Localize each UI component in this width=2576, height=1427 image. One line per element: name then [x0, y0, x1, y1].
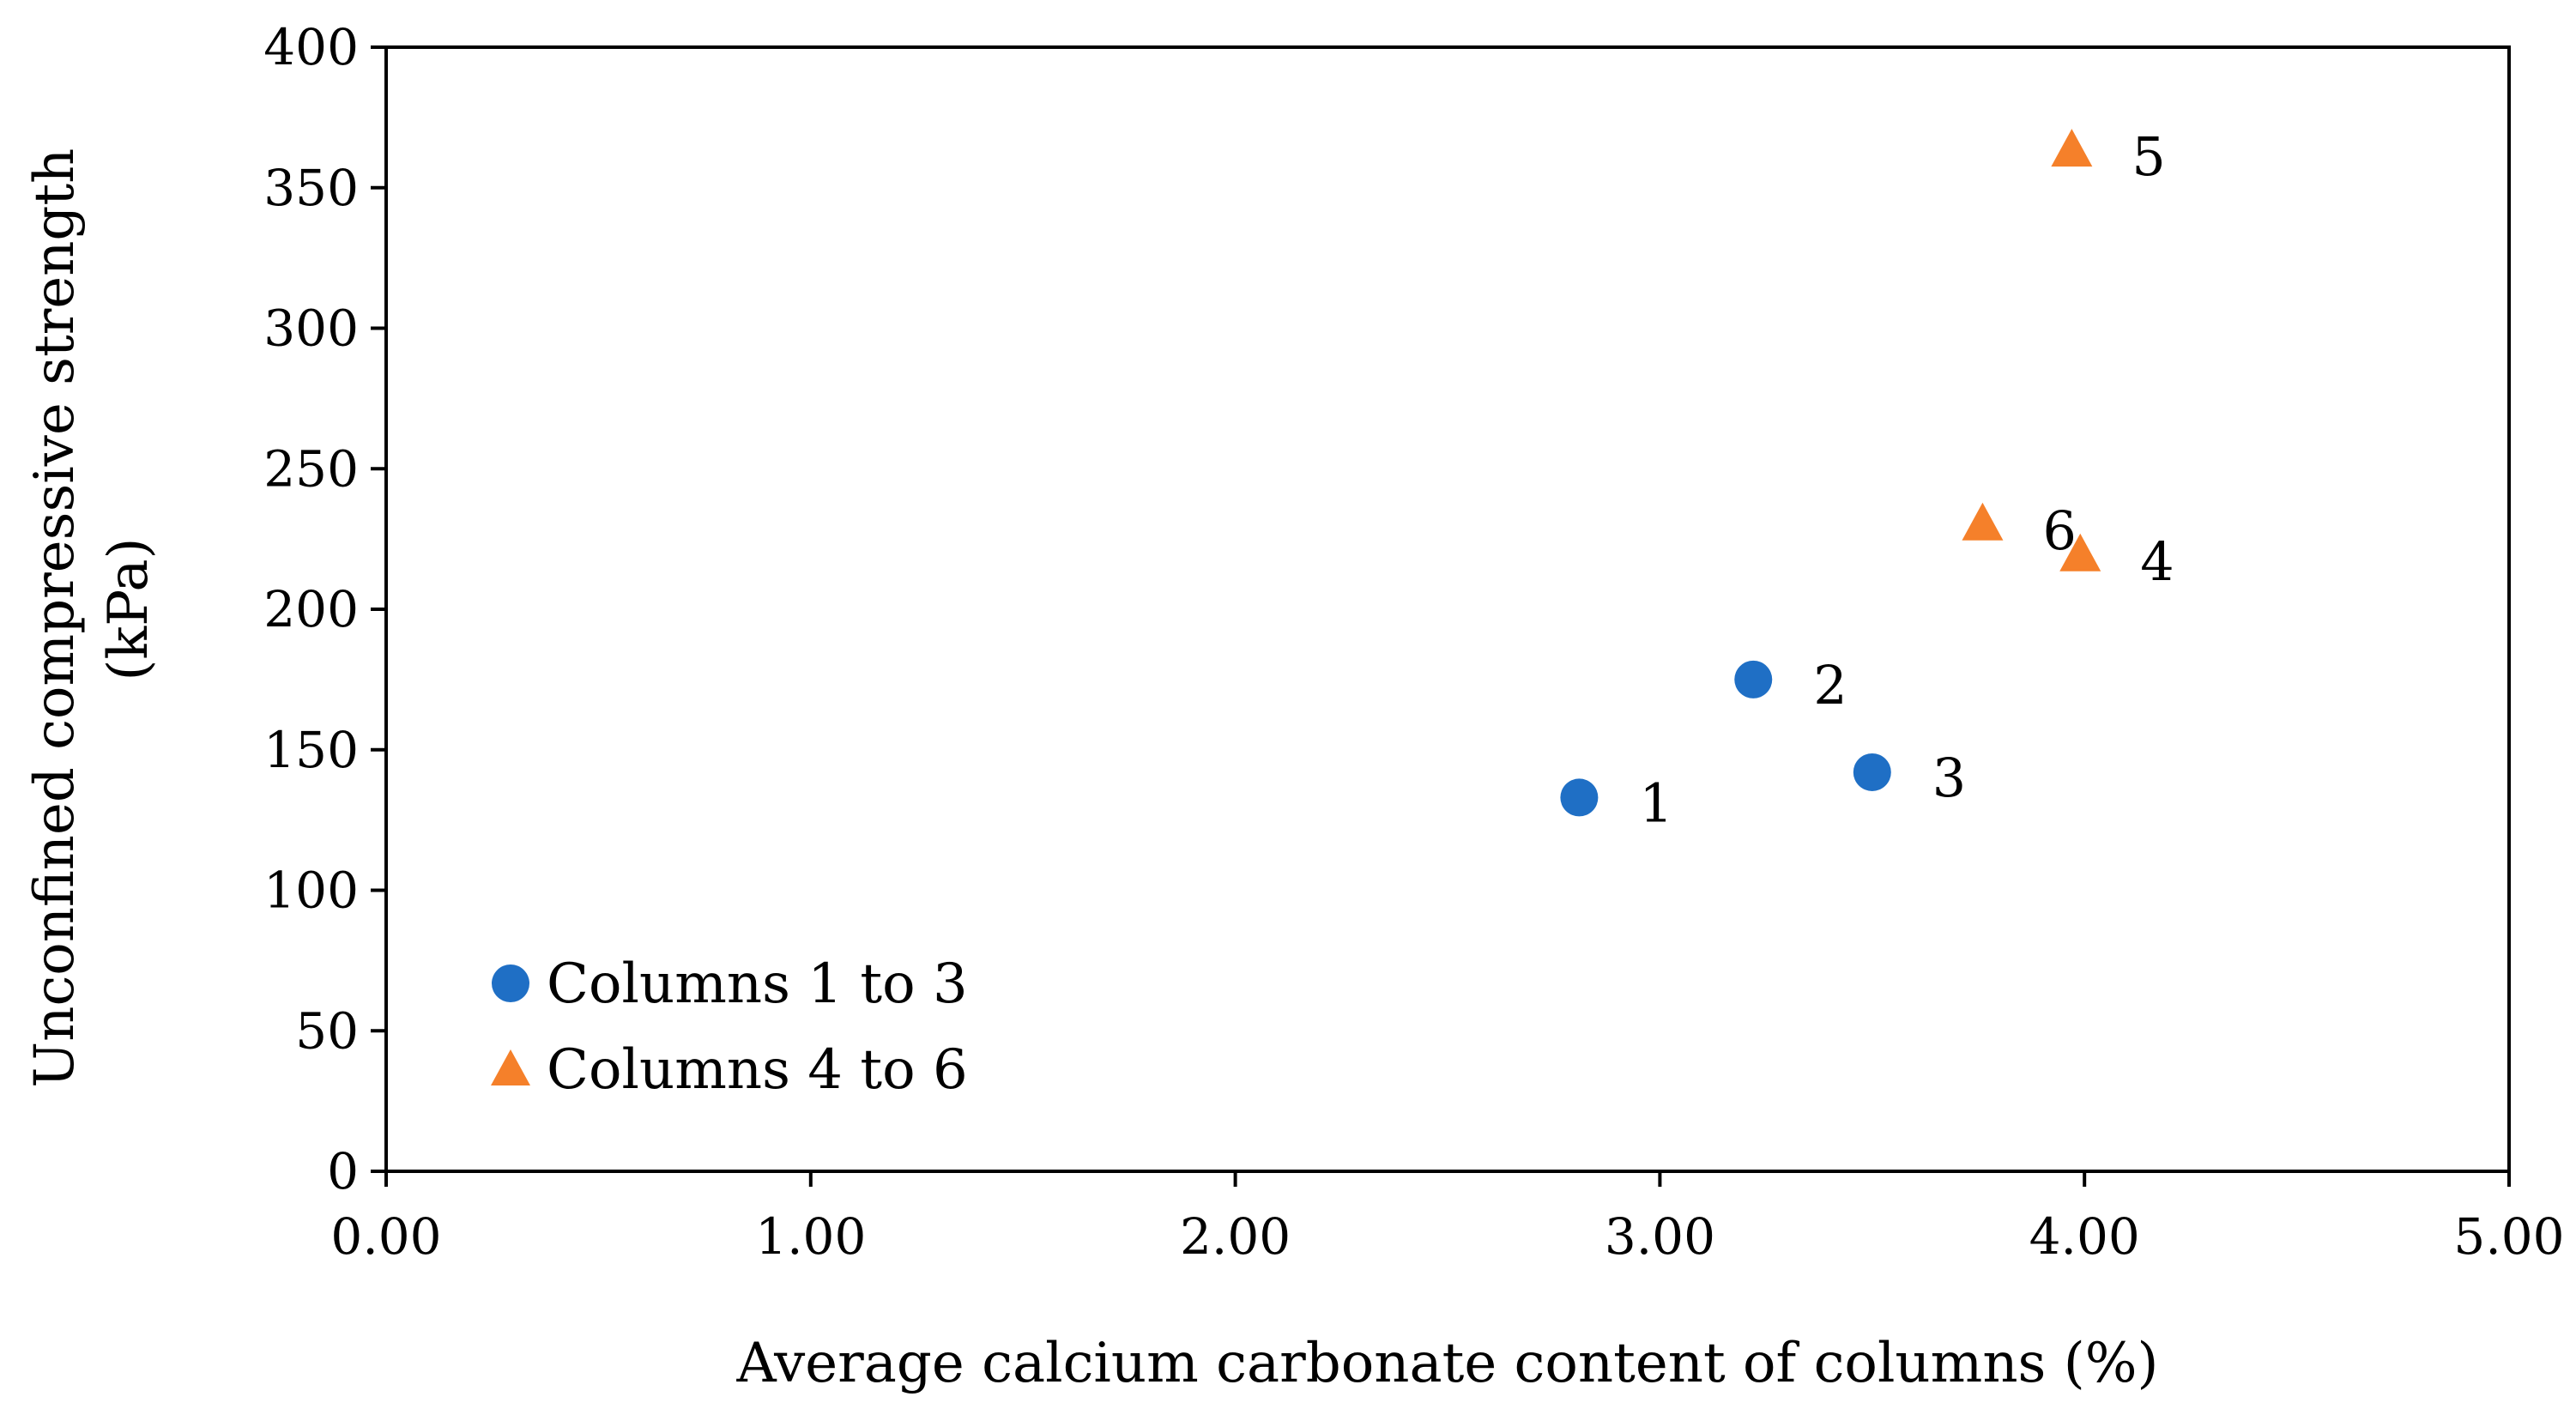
y-tick-label: 300	[263, 299, 359, 358]
data-point-circle	[1853, 753, 1891, 791]
x-tick-label: 3.00	[1605, 1207, 1715, 1266]
y-axis-title-line-1: Unconfined compressive strength	[23, 148, 87, 1088]
data-point-label: 5	[2132, 125, 2165, 188]
data-point-label: 1	[1639, 771, 1672, 834]
y-axis-title: Unconfined compressive strength (kPa)	[23, 130, 160, 1087]
data-point-label: 2	[1813, 654, 1847, 717]
legend: Columns 1 to 3 Columns 4 to 6	[491, 952, 968, 1102]
x-tick-label: 4.00	[2029, 1207, 2140, 1266]
data-point-label: 4	[2140, 530, 2174, 593]
x-tick-label: 1.00	[755, 1207, 866, 1266]
data-point-circle	[1560, 778, 1599, 817]
y-tick-label: 350	[263, 159, 359, 217]
data-point-triangle	[2059, 533, 2101, 571]
y-tick-label: 0	[327, 1142, 359, 1200]
x-axis: 0.00 1.00 2.00 3.00 4.00 5.00	[330, 1171, 2565, 1266]
x-tick-label: 0.00	[330, 1207, 441, 1266]
y-axis-title-line-2: (kPa)	[97, 537, 160, 680]
data-point-triangle	[1962, 502, 2004, 541]
y-axis: 0 50 100 150 200 250 300 350 400	[263, 18, 386, 1200]
data-point-triangle	[2051, 129, 2093, 167]
y-tick-label: 100	[263, 862, 359, 920]
data-point-circle	[1734, 660, 1773, 698]
y-tick-label: 50	[295, 1001, 359, 1060]
data-point-label: 3	[1932, 747, 1966, 809]
x-tick-label: 5.00	[2453, 1207, 2564, 1266]
data-points: 1 2 3 4 5 6	[1560, 125, 2174, 834]
x-tick-label: 2.00	[1180, 1207, 1291, 1266]
y-tick-label: 250	[263, 439, 359, 498]
legend-label-columns-1-to-3: Columns 1 to 3	[547, 952, 968, 1016]
legend-circle-marker	[492, 964, 529, 1002]
legend-label-columns-4-to-6: Columns 4 to 6	[547, 1038, 968, 1102]
data-point-label: 6	[2042, 499, 2076, 562]
x-axis-title: Average calcium carbonate content of col…	[736, 1332, 2159, 1395]
y-tick-label: 400	[263, 18, 359, 76]
y-tick-label: 200	[263, 580, 359, 638]
y-tick-label: 150	[263, 721, 359, 779]
legend-triangle-marker	[491, 1049, 530, 1085]
